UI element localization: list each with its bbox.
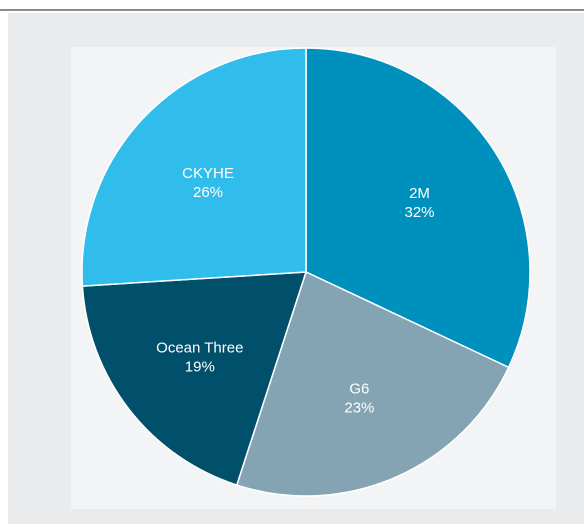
slice-percent-g6: 23% [344,399,374,416]
slice-label-ckyhe: CKYHE [182,165,234,182]
pie-slice-2m [305,47,531,369]
pie-labels: 2M 32% G6 23% Ocean Three 19% CKYHE 26% [156,165,434,416]
plot-area: 2M 32% G6 23% Ocean Three 19% CKYHE 26% [71,47,556,509]
chart-panel: 2M 32% G6 23% Ocean Three 19% CKYHE 26% [8,13,584,524]
top-divider [0,9,584,11]
pie-slice-ckyhe [81,47,307,287]
pie-slice-ocean-three [81,271,308,486]
slice-percent-ckyhe: 26% [193,184,223,201]
pie-slice-g6 [235,270,510,497]
slice-label-2m: 2M [409,185,430,202]
pie-slices [81,47,531,497]
slice-label-g6: G6 [349,380,369,397]
slice-percent-2m: 32% [404,204,434,221]
pie-chart: 2M 32% G6 23% Ocean Three 19% CKYHE 26% [81,47,531,497]
slice-label-ocean-three: Ocean Three [156,339,243,356]
slice-percent-ocean-three: 19% [185,358,215,375]
